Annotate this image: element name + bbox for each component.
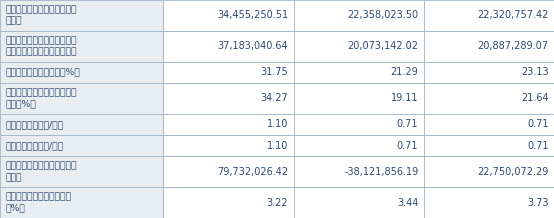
Bar: [294, 31, 424, 62]
Text: 稀释每股收益（元/股）: 稀释每股收益（元/股）: [6, 141, 64, 150]
Bar: [163, 135, 294, 156]
Text: 3.22: 3.22: [266, 198, 288, 208]
Bar: [424, 187, 554, 218]
Bar: [424, 62, 554, 83]
Bar: [163, 83, 294, 114]
Text: 21.29: 21.29: [391, 67, 418, 77]
Text: 3.44: 3.44: [397, 198, 418, 208]
Bar: [294, 156, 424, 187]
Text: 20,887,289.07: 20,887,289.07: [478, 41, 548, 51]
Bar: [294, 187, 424, 218]
Bar: [163, 114, 294, 135]
Bar: [424, 31, 554, 62]
Bar: [294, 135, 424, 156]
Bar: [163, 62, 294, 83]
Text: 3.73: 3.73: [527, 198, 548, 208]
Text: 0.71: 0.71: [397, 119, 418, 129]
Bar: [294, 83, 424, 114]
Bar: [294, 0, 424, 31]
Bar: [0, 156, 163, 187]
Text: 研发投入占营业收入的比例
（%）: 研发投入占营业收入的比例 （%）: [6, 192, 71, 213]
Text: 基本每股收益（元/股）: 基本每股收益（元/股）: [6, 120, 64, 129]
Text: 37,183,040.64: 37,183,040.64: [218, 41, 288, 51]
Bar: [0, 187, 163, 218]
Text: 23.13: 23.13: [521, 67, 548, 77]
Bar: [294, 114, 424, 135]
Bar: [163, 0, 294, 31]
Text: 扣除非经常性损益后净资产收
益率（%）: 扣除非经常性损益后净资产收 益率（%）: [6, 88, 77, 109]
Bar: [0, 31, 163, 62]
Text: -38,121,856.19: -38,121,856.19: [344, 167, 418, 177]
Text: 0.71: 0.71: [397, 141, 418, 151]
Text: 归属于母公司所有者的扣除非
经常性损益后的净利润（元）: 归属于母公司所有者的扣除非 经常性损益后的净利润（元）: [6, 36, 77, 56]
Bar: [0, 135, 163, 156]
Text: 1.10: 1.10: [266, 119, 288, 129]
Bar: [0, 0, 163, 31]
Bar: [163, 187, 294, 218]
Text: 31.75: 31.75: [260, 67, 288, 77]
Text: 0.71: 0.71: [527, 119, 548, 129]
Text: 79,732,026.42: 79,732,026.42: [217, 167, 288, 177]
Text: 22,320,757.42: 22,320,757.42: [477, 10, 548, 20]
Bar: [424, 83, 554, 114]
Bar: [294, 62, 424, 83]
Text: 20,073,142.02: 20,073,142.02: [347, 41, 418, 51]
Text: 归属于母公司所有者的净利润
（元）: 归属于母公司所有者的净利润 （元）: [6, 5, 77, 26]
Bar: [0, 62, 163, 83]
Bar: [163, 156, 294, 187]
Text: 22,358,023.50: 22,358,023.50: [347, 10, 418, 20]
Bar: [424, 114, 554, 135]
Text: 34.27: 34.27: [260, 93, 288, 103]
Text: 1.10: 1.10: [266, 141, 288, 151]
Text: 22,750,072.29: 22,750,072.29: [477, 167, 548, 177]
Text: 21.64: 21.64: [521, 93, 548, 103]
Bar: [424, 156, 554, 187]
Text: 19.11: 19.11: [391, 93, 418, 103]
Bar: [424, 135, 554, 156]
Bar: [0, 83, 163, 114]
Text: 34,455,250.51: 34,455,250.51: [217, 10, 288, 20]
Text: 经营活动产生的现金流量净额
（元）: 经营活动产生的现金流量净额 （元）: [6, 162, 77, 182]
Text: 加权平均净资产收益率（%）: 加权平均净资产收益率（%）: [6, 68, 80, 77]
Bar: [0, 114, 163, 135]
Bar: [424, 0, 554, 31]
Text: 0.71: 0.71: [527, 141, 548, 151]
Bar: [163, 31, 294, 62]
